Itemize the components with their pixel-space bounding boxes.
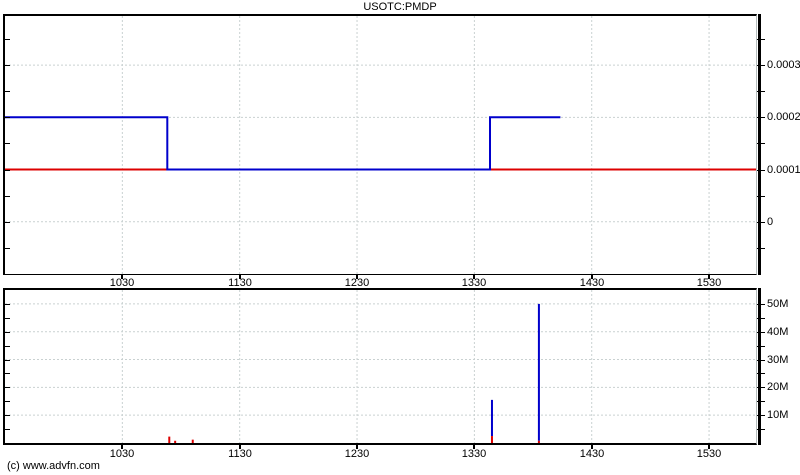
price-x-tick: [356, 275, 358, 279]
volume-x-tick: [239, 445, 241, 449]
volume-y-tick-label: 50M: [767, 298, 789, 310]
price-y-tick-left: [5, 222, 10, 223]
price-y-tick: [757, 117, 765, 118]
price-y-tick-left: [5, 196, 10, 197]
volume-bar-down: [537, 440, 540, 443]
price-y-tick: [757, 91, 765, 92]
price-y-tick-left: [5, 65, 10, 66]
chart-title: USOTC:PMDP: [363, 1, 437, 13]
price-y-axis-bar: [758, 14, 761, 275]
price-y-tick: [757, 248, 765, 249]
volume-y-tick-left: [5, 360, 10, 361]
volume-x-tick: [708, 445, 710, 449]
price-y-tick-label: 0.0002: [767, 111, 800, 123]
price-x-tick: [473, 275, 475, 279]
price-x-tick-label: 1330: [461, 277, 487, 289]
volume-y-tick-left: [5, 332, 10, 333]
volume-x-tick-label: 1230: [344, 448, 370, 460]
price-y-tick: [757, 39, 765, 40]
volume-y-tick-left: [5, 401, 10, 402]
price-y-tick-left: [5, 117, 10, 118]
price-y-tick: [757, 65, 765, 66]
volume-bar-down: [174, 440, 177, 443]
price-y-tick-left: [5, 248, 10, 249]
price-line: [5, 116, 561, 171]
price-x-tick: [239, 275, 241, 279]
price-canvas: [5, 16, 756, 274]
volume-x-tick-label: 1330: [461, 448, 487, 460]
price-y-tick: [757, 222, 765, 223]
price-y-tick-left: [5, 91, 10, 92]
volume-y-tick-left: [5, 346, 10, 347]
volume-y-tick-left: [5, 318, 10, 319]
volume-y-tick-label: 10M: [767, 409, 789, 421]
price-y-tick-left: [5, 170, 10, 171]
volume-y-tick-label: 20M: [767, 381, 789, 393]
volume-bar-down: [490, 436, 493, 443]
price-x-tick: [591, 275, 593, 279]
volume-y-tick-left: [5, 373, 10, 374]
volume-x-tick: [121, 445, 123, 449]
volume-bar-down: [168, 436, 171, 443]
price-x-tick-label: 1130: [228, 277, 252, 289]
price-y-tick-label: 0.0001: [767, 164, 800, 176]
volume-y-tick-label: 30M: [767, 354, 789, 366]
volume-bar-down: [191, 439, 194, 443]
volume-y-tick-left: [5, 415, 10, 416]
volume-bar-up: [537, 303, 540, 441]
price-y-tick: [757, 196, 765, 197]
volume-y-tick: [757, 304, 765, 305]
price-y-tick: [757, 170, 765, 171]
price-y-tick-label: 0: [767, 216, 774, 228]
volume-canvas: [5, 290, 756, 443]
volume-x-tick: [356, 445, 358, 449]
price-x-tick-label: 1230: [344, 277, 370, 289]
volume-y-tick-label: 40M: [767, 326, 789, 338]
volume-x-tick-label: 1030: [109, 448, 135, 460]
volume-y-tick-left: [5, 304, 10, 305]
volume-x-tick: [591, 445, 593, 449]
volume-x-tick-label: 1130: [228, 448, 252, 460]
price-x-tick-label: 1530: [696, 277, 722, 289]
volume-y-tick: [757, 318, 765, 319]
price-plot: [3, 14, 757, 275]
copyright-text: (c) www.advfn.com: [7, 460, 100, 472]
price-y-tick: [757, 143, 765, 144]
price-y-tick-label: 0.0003: [767, 59, 800, 71]
volume-y-axis-bar: [758, 288, 761, 445]
price-x-tick: [121, 275, 123, 279]
volume-x-tick-label: 1430: [579, 448, 605, 460]
price-x-tick-label: 1430: [579, 277, 605, 289]
volume-y-tick-left: [5, 387, 10, 388]
price-x-tick-label: 1030: [109, 277, 135, 289]
volume-y-tick: [757, 346, 765, 347]
volume-plot: [3, 288, 757, 445]
volume-x-tick: [473, 445, 475, 449]
volume-bar-up: [490, 399, 493, 437]
volume-y-tick: [757, 429, 765, 430]
volume-y-tick: [757, 387, 765, 388]
price-x-tick: [708, 275, 710, 279]
volume-y-tick: [757, 415, 765, 416]
volume-y-tick: [757, 373, 765, 374]
price-y-tick-left: [5, 39, 10, 40]
volume-y-tick: [757, 332, 765, 333]
volume-y-tick-left: [5, 429, 10, 430]
volume-x-tick-label: 1530: [696, 448, 722, 460]
volume-y-tick: [757, 401, 765, 402]
volume-y-tick: [757, 360, 765, 361]
price-y-tick-left: [5, 143, 10, 144]
